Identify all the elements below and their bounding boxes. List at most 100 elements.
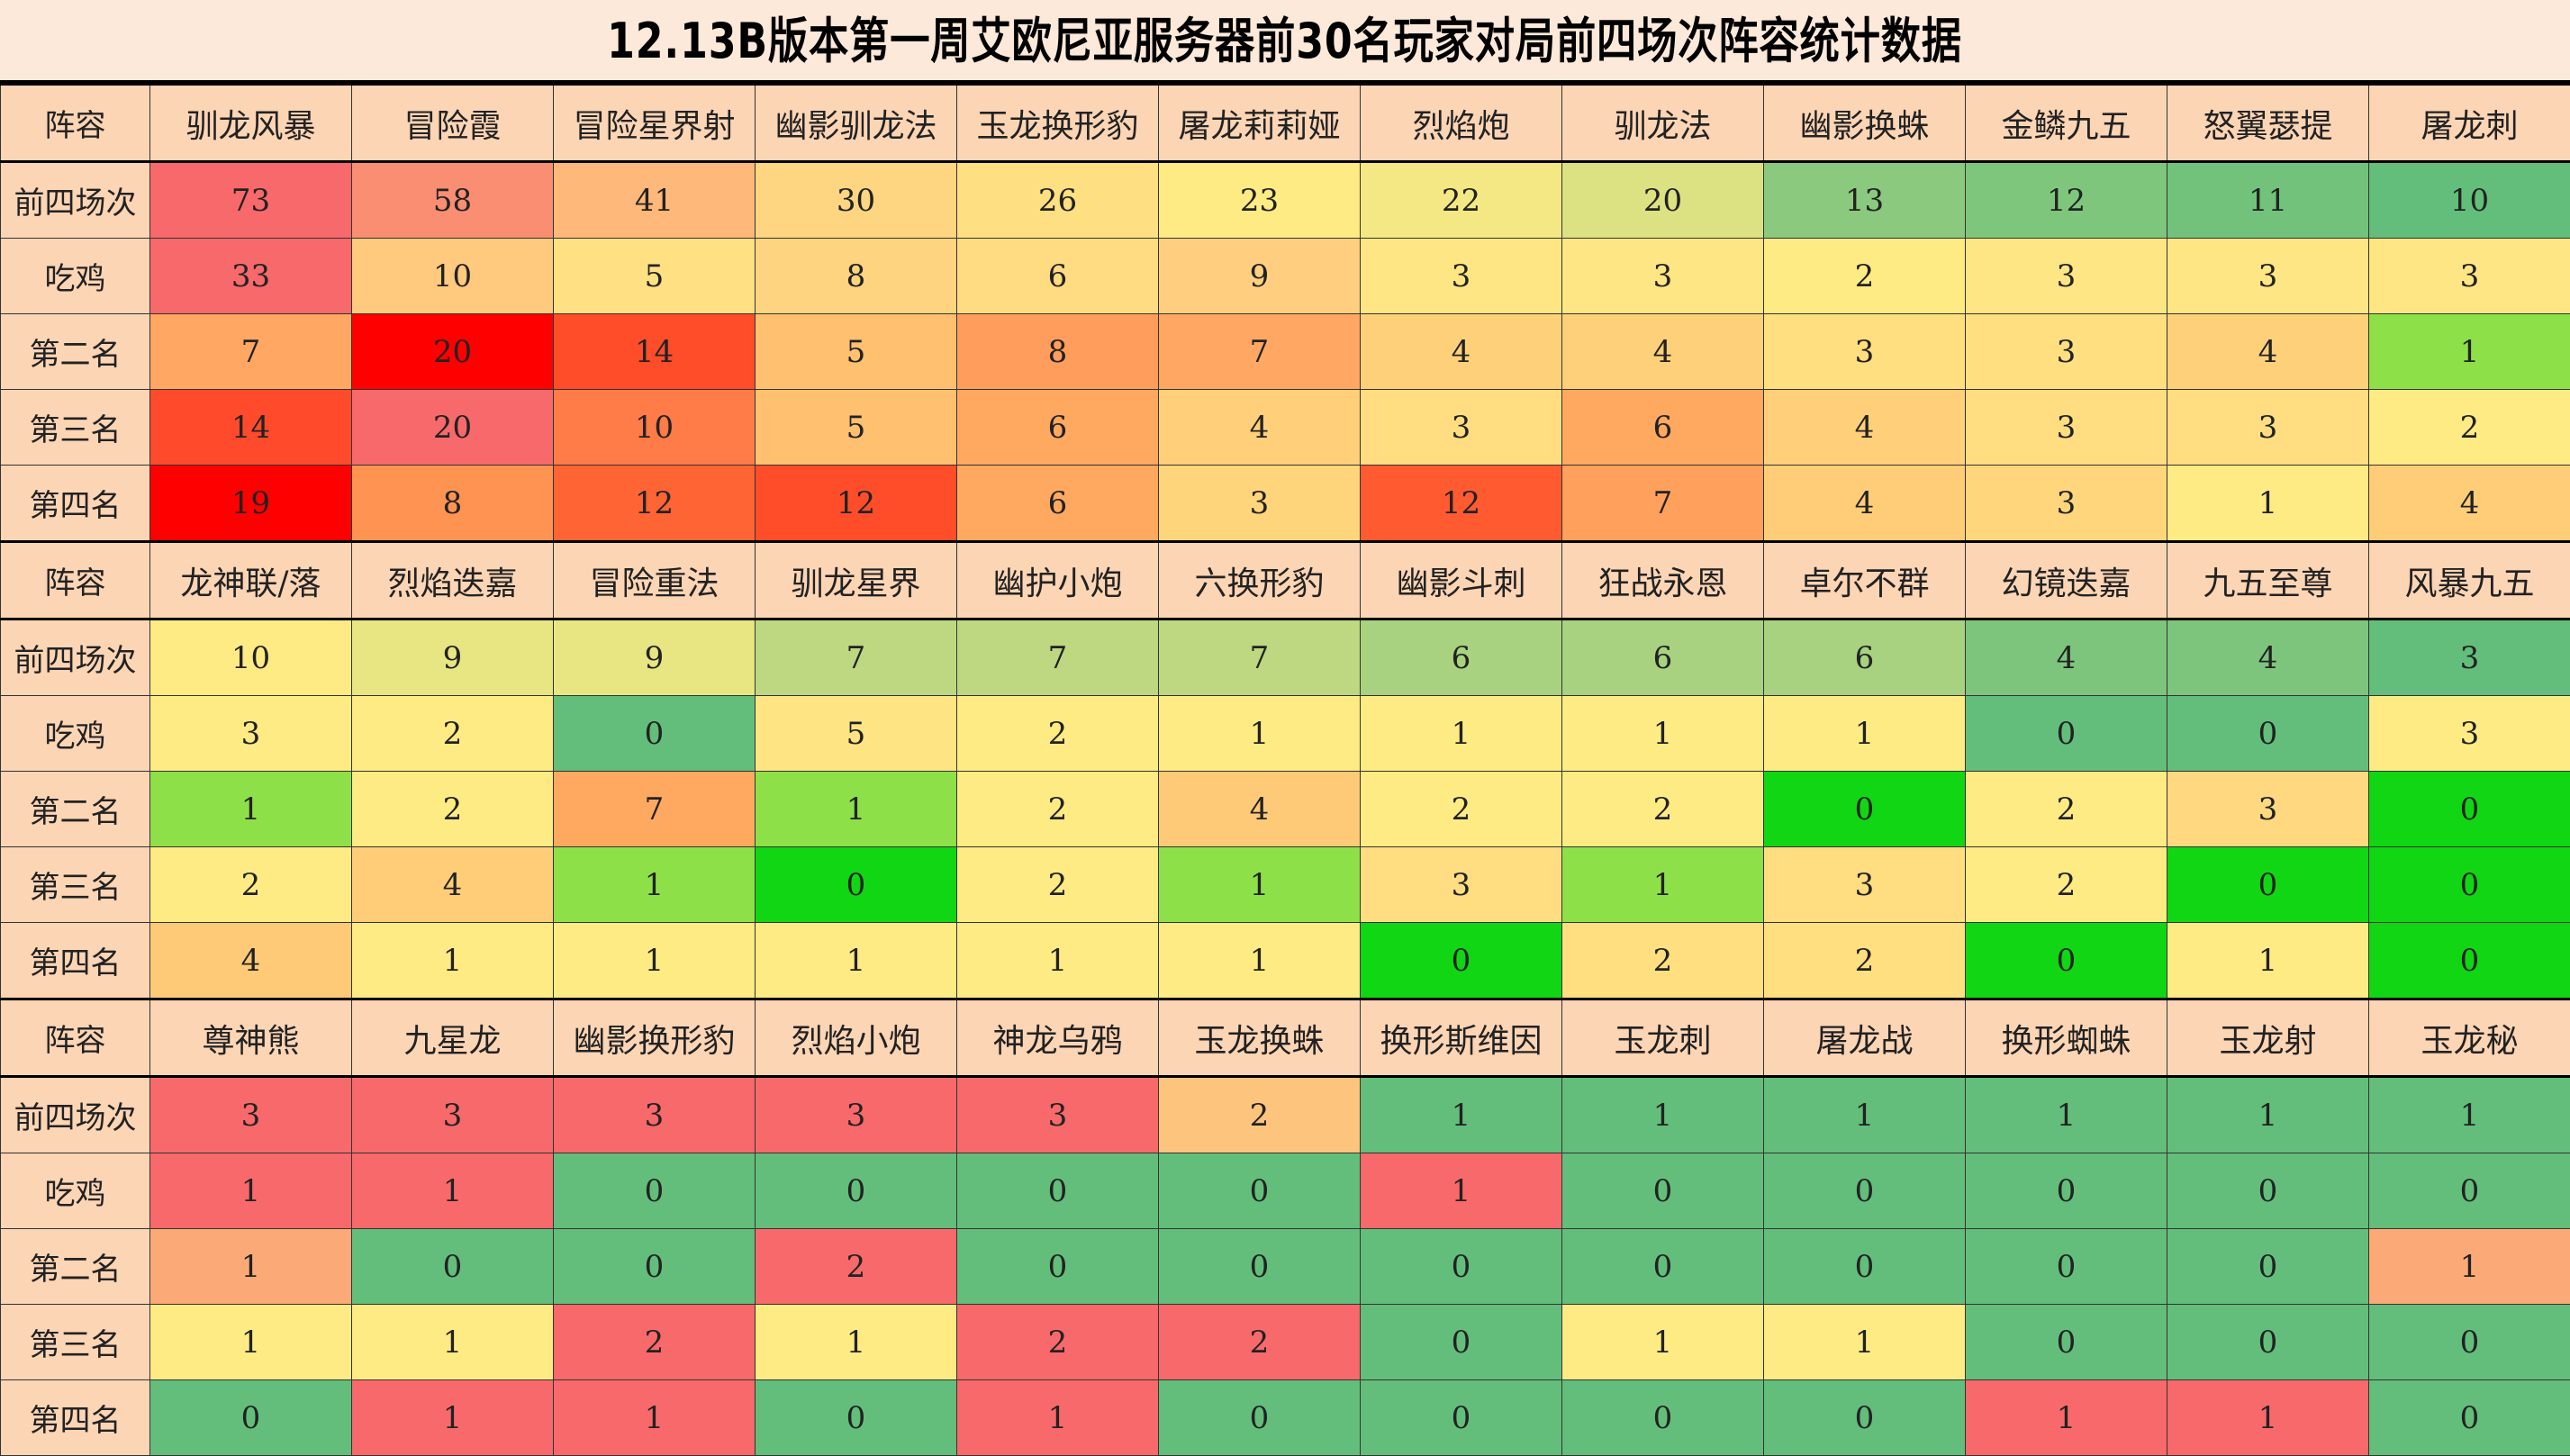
comp-header-cell[interactable]: 幽影驯龙法 bbox=[756, 85, 957, 162]
value-cell[interactable]: 0 bbox=[1361, 923, 1562, 999]
value-cell[interactable]: 2 bbox=[957, 772, 1159, 847]
row-label-cell[interactable]: 吃鸡 bbox=[1, 239, 150, 314]
value-cell[interactable]: 4 bbox=[1361, 314, 1562, 390]
value-cell[interactable]: 9 bbox=[1159, 239, 1361, 314]
value-cell[interactable]: 4 bbox=[1159, 772, 1361, 847]
value-cell[interactable]: 20 bbox=[352, 390, 554, 466]
value-cell[interactable]: 6 bbox=[957, 390, 1159, 466]
value-cell[interactable]: 0 bbox=[957, 1153, 1159, 1229]
value-cell[interactable]: 0 bbox=[1966, 1305, 2167, 1380]
row-label-cell[interactable]: 第三名 bbox=[1, 390, 150, 466]
value-cell[interactable]: 7 bbox=[150, 314, 352, 390]
value-cell[interactable]: 2 bbox=[1764, 239, 1966, 314]
value-cell[interactable]: 10 bbox=[352, 239, 554, 314]
value-cell[interactable]: 19 bbox=[150, 466, 352, 542]
value-cell[interactable]: 2 bbox=[1562, 772, 1764, 847]
value-cell[interactable]: 0 bbox=[1764, 1153, 1966, 1229]
value-cell[interactable]: 0 bbox=[1966, 1229, 2167, 1305]
value-cell[interactable]: 3 bbox=[150, 1077, 352, 1153]
value-cell[interactable]: 3 bbox=[2369, 696, 2570, 772]
value-cell[interactable]: 0 bbox=[2369, 847, 2570, 923]
value-cell[interactable]: 8 bbox=[957, 314, 1159, 390]
value-cell[interactable]: 2 bbox=[1159, 1077, 1361, 1153]
comp-header-cell[interactable]: 驯龙星界 bbox=[756, 542, 957, 619]
comp-header-cell[interactable]: 幽影换形豹 bbox=[554, 999, 756, 1077]
value-cell[interactable]: 3 bbox=[150, 696, 352, 772]
value-cell[interactable]: 1 bbox=[352, 923, 554, 999]
value-cell[interactable]: 3 bbox=[2167, 390, 2369, 466]
comp-header-cell[interactable]: 风暴九五 bbox=[2369, 542, 2570, 619]
value-cell[interactable]: 1 bbox=[2167, 1077, 2369, 1153]
value-cell[interactable]: 1 bbox=[150, 1305, 352, 1380]
value-cell[interactable]: 1 bbox=[1966, 1380, 2167, 1456]
comp-header-cell[interactable]: 幽护小炮 bbox=[957, 542, 1159, 619]
value-cell[interactable]: 6 bbox=[1562, 390, 1764, 466]
value-cell[interactable]: 0 bbox=[2167, 696, 2369, 772]
value-cell[interactable]: 0 bbox=[1562, 1229, 1764, 1305]
value-cell[interactable]: 1 bbox=[957, 1380, 1159, 1456]
value-cell[interactable]: 12 bbox=[1966, 162, 2167, 239]
value-cell[interactable]: 3 bbox=[957, 1077, 1159, 1153]
value-cell[interactable]: 5 bbox=[756, 696, 957, 772]
value-cell[interactable]: 3 bbox=[1966, 314, 2167, 390]
value-cell[interactable]: 0 bbox=[756, 847, 957, 923]
value-cell[interactable]: 7 bbox=[1562, 466, 1764, 542]
value-cell[interactable]: 0 bbox=[352, 1229, 554, 1305]
value-cell[interactable]: 3 bbox=[1361, 390, 1562, 466]
value-cell[interactable]: 6 bbox=[1764, 619, 1966, 696]
value-cell[interactable]: 3 bbox=[2167, 772, 2369, 847]
value-cell[interactable]: 12 bbox=[756, 466, 957, 542]
header-label-cell[interactable]: 阵容 bbox=[1, 999, 150, 1077]
value-cell[interactable]: 3 bbox=[1966, 239, 2167, 314]
comp-header-cell[interactable]: 玉龙秘 bbox=[2369, 999, 2570, 1077]
value-cell[interactable]: 1 bbox=[554, 923, 756, 999]
value-cell[interactable]: 0 bbox=[2369, 923, 2570, 999]
value-cell[interactable]: 20 bbox=[1562, 162, 1764, 239]
value-cell[interactable]: 1 bbox=[756, 923, 957, 999]
value-cell[interactable]: 1 bbox=[150, 1229, 352, 1305]
value-cell[interactable]: 0 bbox=[2167, 1229, 2369, 1305]
value-cell[interactable]: 1 bbox=[352, 1305, 554, 1380]
value-cell[interactable]: 5 bbox=[554, 239, 756, 314]
value-cell[interactable]: 0 bbox=[1764, 1380, 1966, 1456]
value-cell[interactable]: 2 bbox=[957, 696, 1159, 772]
comp-header-cell[interactable]: 卓尔不群 bbox=[1764, 542, 1966, 619]
value-cell[interactable]: 4 bbox=[1159, 390, 1361, 466]
value-cell[interactable]: 0 bbox=[1361, 1380, 1562, 1456]
value-cell[interactable]: 3 bbox=[2167, 239, 2369, 314]
value-cell[interactable]: 1 bbox=[1764, 1305, 1966, 1380]
comp-header-cell[interactable]: 狂战永恩 bbox=[1562, 542, 1764, 619]
value-cell[interactable]: 73 bbox=[150, 162, 352, 239]
value-cell[interactable]: 1 bbox=[554, 1380, 756, 1456]
value-cell[interactable]: 2 bbox=[554, 1305, 756, 1380]
comp-header-cell[interactable]: 金鳞九五 bbox=[1966, 85, 2167, 162]
comp-header-cell[interactable]: 烈焰炮 bbox=[1361, 85, 1562, 162]
value-cell[interactable]: 3 bbox=[352, 1077, 554, 1153]
value-cell[interactable]: 0 bbox=[756, 1380, 957, 1456]
row-label-cell[interactable]: 第二名 bbox=[1, 1229, 150, 1305]
row-label-cell[interactable]: 第四名 bbox=[1, 1380, 150, 1456]
row-label-cell[interactable]: 第四名 bbox=[1, 923, 150, 999]
value-cell[interactable]: 8 bbox=[756, 239, 957, 314]
comp-header-cell[interactable]: 烈焰小炮 bbox=[756, 999, 957, 1077]
value-cell[interactable]: 4 bbox=[2167, 314, 2369, 390]
value-cell[interactable]: 2 bbox=[352, 772, 554, 847]
value-cell[interactable]: 0 bbox=[2369, 1153, 2570, 1229]
value-cell[interactable]: 0 bbox=[2167, 1153, 2369, 1229]
value-cell[interactable]: 8 bbox=[352, 466, 554, 542]
value-cell[interactable]: 3 bbox=[1562, 239, 1764, 314]
row-label-cell[interactable]: 吃鸡 bbox=[1, 1153, 150, 1229]
value-cell[interactable]: 7 bbox=[1159, 314, 1361, 390]
value-cell[interactable]: 9 bbox=[554, 619, 756, 696]
value-cell[interactable]: 1 bbox=[756, 1305, 957, 1380]
value-cell[interactable]: 7 bbox=[957, 619, 1159, 696]
value-cell[interactable]: 2 bbox=[957, 1305, 1159, 1380]
comp-header-cell[interactable]: 烈焰迭嘉 bbox=[352, 542, 554, 619]
value-cell[interactable]: 1 bbox=[1764, 1077, 1966, 1153]
row-label-cell[interactable]: 第四名 bbox=[1, 466, 150, 542]
value-cell[interactable]: 2 bbox=[1159, 1305, 1361, 1380]
value-cell[interactable]: 6 bbox=[957, 239, 1159, 314]
value-cell[interactable]: 20 bbox=[352, 314, 554, 390]
value-cell[interactable]: 0 bbox=[1764, 772, 1966, 847]
comp-header-cell[interactable]: 幽影换蛛 bbox=[1764, 85, 1966, 162]
